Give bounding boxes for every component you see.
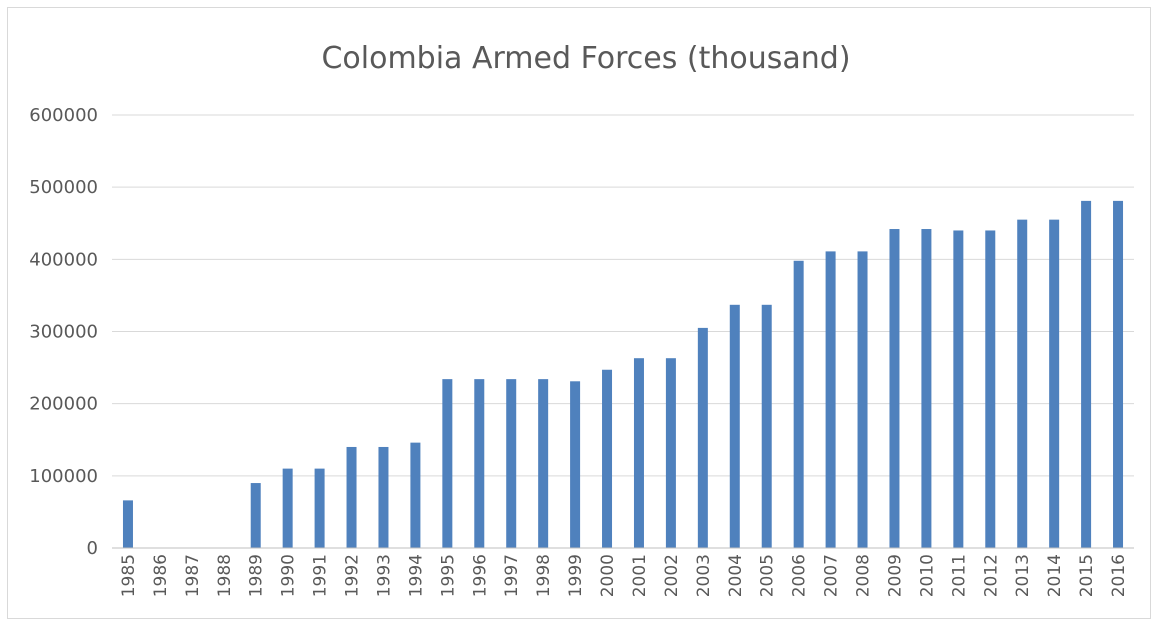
x-tick-label: 2014 (1045, 554, 1065, 597)
y-tick-label: 400000 (29, 249, 98, 270)
x-tick-label: 1995 (438, 554, 458, 597)
bar-2000 (602, 369, 613, 548)
x-tick-label: 1992 (343, 554, 363, 597)
x-tick-label: 1997 (502, 554, 522, 597)
bar-1990 (282, 468, 293, 548)
bar-1993 (378, 446, 389, 548)
bar-1991 (314, 468, 325, 548)
x-tick-label: 2002 (662, 554, 682, 597)
y-tick-label: 100000 (29, 466, 98, 487)
x-tick-label: 2016 (1109, 554, 1129, 597)
bar-2009 (889, 229, 900, 549)
bar-2016 (1113, 200, 1124, 548)
x-tick-label: 2012 (981, 554, 1001, 597)
x-tick-label: 1990 (279, 554, 299, 597)
bar-2006 (793, 260, 804, 548)
bar-2013 (1017, 219, 1028, 548)
bar-1999 (570, 381, 581, 548)
bar-1998 (538, 379, 549, 548)
x-tick-label: 1989 (247, 554, 267, 597)
y-tick-label: 600000 (29, 105, 98, 126)
chart-title: Colombia Armed Forces (thousand) (321, 41, 850, 76)
y-tick-label: 200000 (29, 394, 98, 415)
x-tick-label: 1994 (406, 554, 426, 597)
x-tick-label: 2015 (1077, 554, 1097, 597)
x-tick-label: 2004 (726, 554, 746, 597)
bar-2010 (921, 229, 932, 549)
x-tick-label: 1986 (151, 554, 171, 597)
x-tick-label: 2011 (949, 554, 969, 597)
x-tick-label: 1987 (183, 554, 203, 597)
bar-2001 (633, 358, 644, 548)
bar-2005 (761, 304, 772, 548)
y-tick-label: 0 (87, 538, 98, 559)
y-tick-label: 500000 (29, 177, 98, 198)
x-tick-label: 2003 (694, 554, 714, 597)
x-tick-label: 1985 (119, 554, 139, 597)
chart-frame: Colombia Armed Forces (thousand) 0 100000… (7, 7, 1151, 619)
x-tick-label: 2006 (790, 554, 810, 597)
bar-1989 (250, 483, 261, 548)
x-tick-label: 2001 (630, 554, 650, 597)
bar-2011 (953, 230, 964, 548)
bar-1995 (442, 379, 453, 548)
x-tick-label: 2008 (854, 554, 874, 597)
x-tick-label: 1988 (215, 554, 235, 597)
bar-chart: Colombia Armed Forces (thousand) 0 100000… (29, 41, 1134, 597)
bar-2008 (857, 251, 868, 548)
x-tick-label: 2013 (1013, 554, 1033, 597)
bar-1996 (474, 379, 485, 548)
bar-2004 (729, 304, 740, 548)
bar-2012 (985, 230, 996, 548)
x-tick-label: 1993 (374, 554, 394, 597)
bar-2002 (665, 358, 676, 548)
bar-2015 (1081, 200, 1092, 548)
bar-1985 (122, 500, 133, 548)
bar-1994 (410, 442, 421, 548)
bar-2007 (825, 251, 836, 548)
x-tick-label: 2005 (758, 554, 778, 597)
x-tick-label: 2010 (917, 554, 937, 597)
bar-2003 (697, 327, 708, 548)
x-tick-label: 1996 (470, 554, 490, 597)
x-tick-label: 1998 (534, 554, 554, 597)
x-tick-label: 2009 (885, 554, 905, 597)
x-tick-label: 2007 (822, 554, 842, 597)
x-tick-label: 1991 (311, 554, 331, 597)
x-tick-label: 2000 (598, 554, 618, 597)
x-tick-label: 1999 (566, 554, 586, 597)
bar-1992 (346, 446, 357, 548)
bar-2014 (1049, 219, 1060, 548)
bar-1997 (506, 379, 517, 548)
y-tick-label: 300000 (29, 322, 98, 343)
